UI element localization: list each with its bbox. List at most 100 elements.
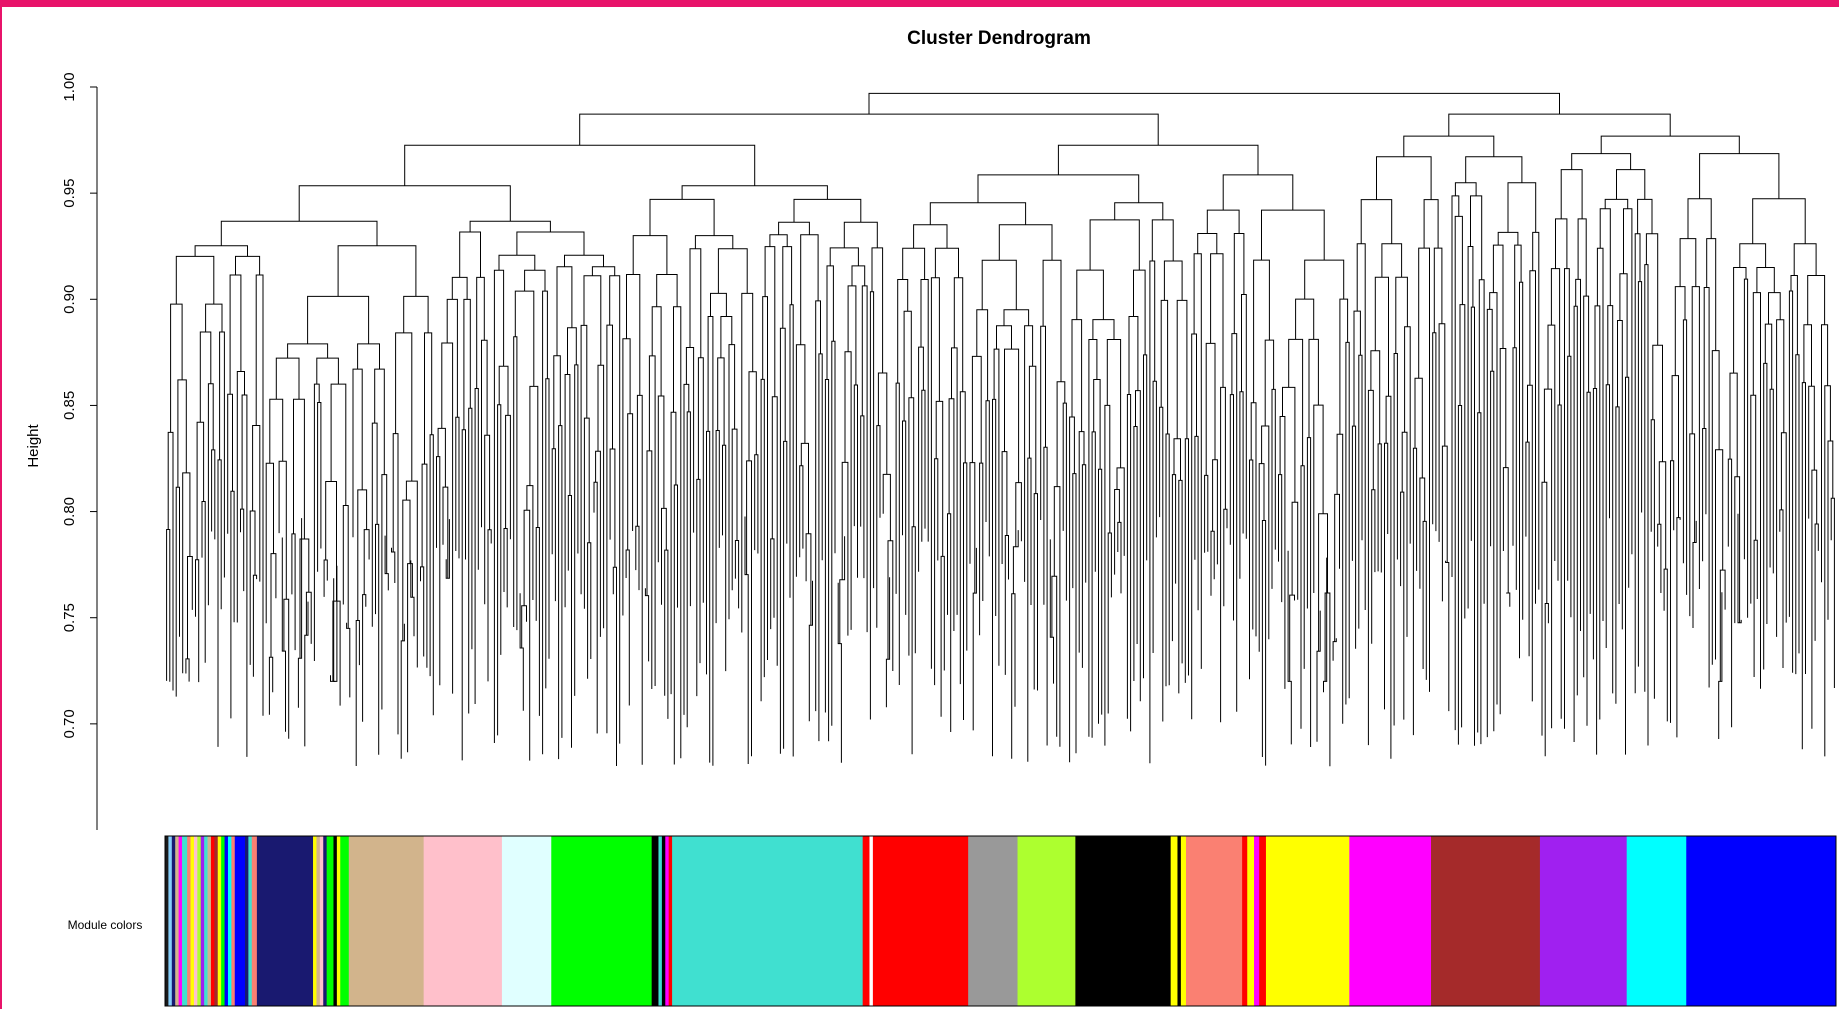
left-frame-border [0, 0, 2, 1009]
dendrogram-branch [1634, 233, 1641, 694]
dendrogram-branch [252, 574, 258, 677]
dendrogram-branch [357, 343, 380, 370]
dendrogram-branch [287, 343, 329, 359]
module-color-band [1686, 836, 1837, 1006]
dendrogram-branch [375, 523, 380, 755]
dendrogram-branch [934, 247, 959, 278]
dendrogram-branch [1497, 231, 1519, 246]
dendrogram-branch [953, 277, 964, 392]
module-color-band [221, 836, 225, 1006]
dendrogram-branch [789, 304, 794, 757]
dendrogram-branch [1282, 386, 1296, 503]
dendrogram-branch [374, 368, 385, 475]
dendrogram-branch [913, 224, 948, 249]
dendrogram-branch [1790, 275, 1798, 355]
dendrogram-branch [298, 185, 511, 222]
dendrogram-branch [166, 529, 171, 682]
dendrogram-branch [1089, 219, 1140, 271]
dendrogram-branch [291, 533, 296, 651]
dendrogram-branch [1381, 243, 1403, 278]
dendrogram-branch [818, 353, 823, 742]
module-color-band [248, 836, 253, 1006]
dendrogram-branch [644, 588, 650, 662]
dendrogram-branch [764, 246, 776, 397]
dendrogram-branch [542, 290, 548, 755]
module-color-bar [164, 835, 1837, 1007]
dendrogram-branch [595, 450, 601, 637]
dendrogram-branch [1803, 324, 1812, 387]
dendrogram-branch [1807, 275, 1826, 325]
dendrogram-branch [1637, 198, 1653, 234]
module-color-band [234, 836, 246, 1006]
module-color-band [968, 836, 1018, 1006]
dendrogram-branch [513, 336, 518, 631]
dendrogram-branch [843, 221, 878, 248]
dendrogram-branch [1679, 238, 1697, 287]
dendrogram-branch [505, 414, 511, 540]
dendrogram-branch [1091, 431, 1096, 738]
dendrogram-branch [1040, 325, 1046, 520]
dendrogram-branch [1104, 404, 1111, 746]
dendrogram-branch [1358, 354, 1363, 629]
module-color-band [200, 836, 205, 1006]
dendrogram-branch [1600, 135, 1740, 154]
dendrogram-branch [535, 527, 540, 716]
dendrogram-branch [1519, 281, 1524, 659]
dendrogram-branch [771, 396, 778, 666]
module-color-band [227, 836, 232, 1006]
dendrogram-branch [316, 357, 339, 385]
dendrogram-branch [205, 303, 223, 332]
dendrogram-branch [1171, 474, 1177, 642]
dendrogram-branch [1599, 208, 1611, 306]
dendrogram-branch [574, 364, 579, 696]
dendrogram-branch [275, 357, 300, 400]
dendrogram-branch [1739, 243, 1767, 268]
dendrogram-branch [1351, 425, 1357, 649]
dendrogram-branch [969, 462, 976, 594]
module-color-band [1017, 836, 1076, 1006]
dendrogram-branch [935, 400, 944, 557]
dendrogram-branch [493, 269, 505, 743]
dendrogram-branch [195, 559, 200, 683]
dendrogram-branch [1360, 199, 1393, 244]
dendrogram-branch [1555, 218, 1568, 269]
dendrogram-branch [1212, 459, 1218, 565]
dendrogram-branch [229, 274, 242, 395]
dendrogram-branch [1448, 113, 1671, 137]
module-color-band [340, 836, 350, 1006]
dendrogram-branch [1780, 432, 1787, 623]
dendrogram-branch [1152, 380, 1157, 653]
dendrogram-branch [1241, 294, 1247, 539]
dendrogram-branch [1422, 520, 1427, 680]
module-color-band [207, 836, 212, 1006]
dendrogram-branch [1093, 379, 1101, 470]
dendrogram-branch [317, 402, 322, 572]
dendrogram-branch [175, 486, 180, 697]
dendrogram-branch [1423, 199, 1439, 249]
dendrogram-branch [1043, 446, 1048, 746]
dendrogram-branch [1304, 259, 1345, 300]
dendrogram-branch [1577, 218, 1587, 297]
dendrogram-branch [1126, 394, 1132, 732]
dendrogram-branch [1811, 469, 1818, 729]
dendrogram-branch [177, 379, 187, 488]
dendrogram-branch [860, 415, 865, 579]
dendrogram-branch [947, 513, 952, 732]
dendrogram-branch [882, 473, 891, 541]
dendrogram-branch [1477, 412, 1482, 745]
dendrogram-branch [455, 416, 460, 559]
dendrogram-branch [1229, 394, 1234, 621]
dendrogram-branch [929, 202, 1027, 225]
dendrogram-branch [902, 247, 926, 280]
dendrogram-branch [1607, 305, 1614, 694]
module-color-band [1626, 836, 1687, 1006]
dendrogram-branch [1205, 342, 1216, 476]
dendrogram-branch [1670, 460, 1675, 723]
dendrogram-branch [558, 425, 563, 760]
dendrogram-branch [976, 309, 989, 401]
module-color-band [190, 836, 195, 1006]
dendrogram-branch [1486, 308, 1493, 738]
dendrogram-branch [689, 248, 702, 358]
dendrogram-branch [1261, 520, 1267, 766]
